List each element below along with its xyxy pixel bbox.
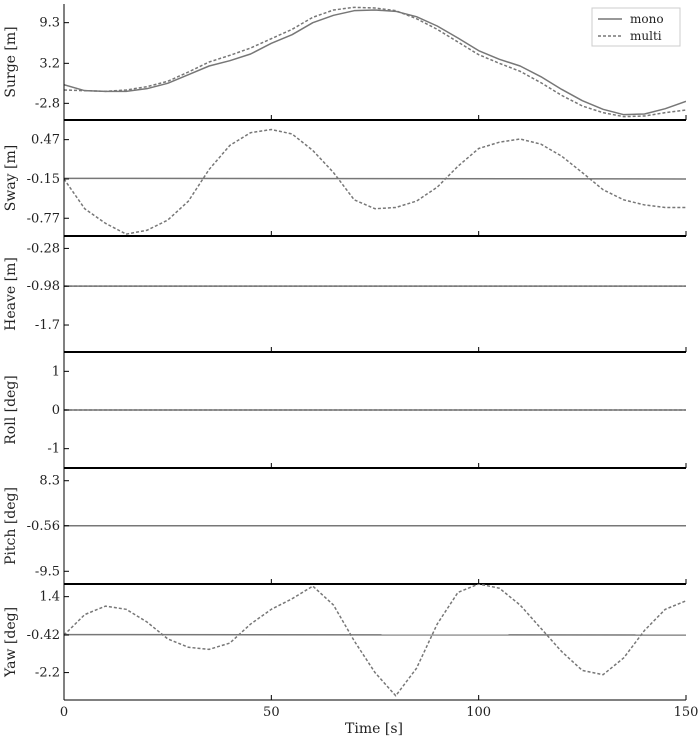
roll-y-tick-label: 0	[52, 403, 60, 418]
pitch-y-tick-label: -0.56	[27, 519, 60, 534]
panel-yaw: 1.4 -0.42 -2.2 Yaw [deg]	[3, 584, 687, 701]
yaw-y-tick-label: -0.42	[27, 628, 60, 643]
legend-mono-label: mono	[630, 12, 664, 26]
surge-y-tick-label: -2.8	[35, 96, 60, 111]
surge-y-axis-label: Surge [m]	[3, 26, 19, 97]
yaw-y-tick-label: 1.4	[39, 590, 60, 605]
legend-multi-label: multi	[630, 29, 662, 43]
roll-y-tick-label: 1	[52, 364, 60, 379]
surge-mono-line	[64, 9, 686, 116]
panel-surge: 9.3 3.2 -2.8 Surge [m]	[3, 4, 687, 121]
sway-y-axis-label: Sway [m]	[3, 145, 19, 211]
series-group-surge	[64, 6, 686, 118]
pitch-y-axis-label: Pitch [deg]	[3, 487, 19, 565]
series-group-yaw	[64, 584, 686, 697]
panel-heave: -0.28 -0.98 -1.7 Heave [m]	[3, 236, 687, 353]
roll-y-tick-label: -1	[47, 442, 60, 457]
sway-y-tick-label: -0.15	[27, 172, 60, 187]
series-group-sway	[64, 128, 686, 235]
panel-pitch: 8.3 -0.56 -9.5 Pitch [deg]	[3, 468, 687, 585]
x-axis: Time [s] 0 50 100 150	[60, 705, 699, 737]
legend: mono multi	[591, 7, 681, 47]
x-axis-label: Time [s]	[345, 721, 403, 737]
surge-y-tick-label: 9.3	[39, 16, 60, 31]
pitch-y-tick-label: 8.3	[39, 474, 60, 489]
pitch-y-tick-label: -9.5	[35, 564, 60, 579]
heave-y-tick-label: -0.98	[27, 279, 60, 294]
heave-y-axis-label: Heave [m]	[3, 257, 19, 331]
x-tick-label: 100	[466, 705, 491, 720]
sway-mono-line	[64, 177, 686, 180]
yaw-multi-line	[64, 584, 686, 697]
sway-multi-line	[64, 128, 686, 235]
heave-y-tick-label: -0.28	[27, 241, 60, 256]
surge-y-tick-label: 3.2	[39, 56, 60, 71]
legend-box	[591, 7, 681, 47]
yaw-y-tick-label: -2.2	[35, 666, 60, 681]
panel-sway: 0.47 -0.15 -0.77 Sway [m]	[3, 120, 687, 237]
panel-roll: 1 0 -1 Roll [deg]	[3, 352, 687, 469]
sway-y-tick-label: -0.77	[27, 211, 60, 226]
heave-y-tick-label: -1.7	[35, 318, 60, 333]
x-tick-label: 0	[60, 705, 68, 720]
x-tick-label: 50	[263, 705, 280, 720]
roll-y-axis-label: Roll [deg]	[3, 375, 19, 445]
sway-y-tick-label: 0.47	[31, 133, 60, 148]
panels-layer: 9.3 3.2 -2.8 Surge [m] 0.47 -0.15 -0.77 Sway [m…	[3, 4, 687, 701]
yaw-y-axis-label: Yaw [deg]	[3, 607, 19, 678]
x-tick-label: 150	[674, 705, 699, 720]
surge-multi-line	[64, 6, 686, 118]
